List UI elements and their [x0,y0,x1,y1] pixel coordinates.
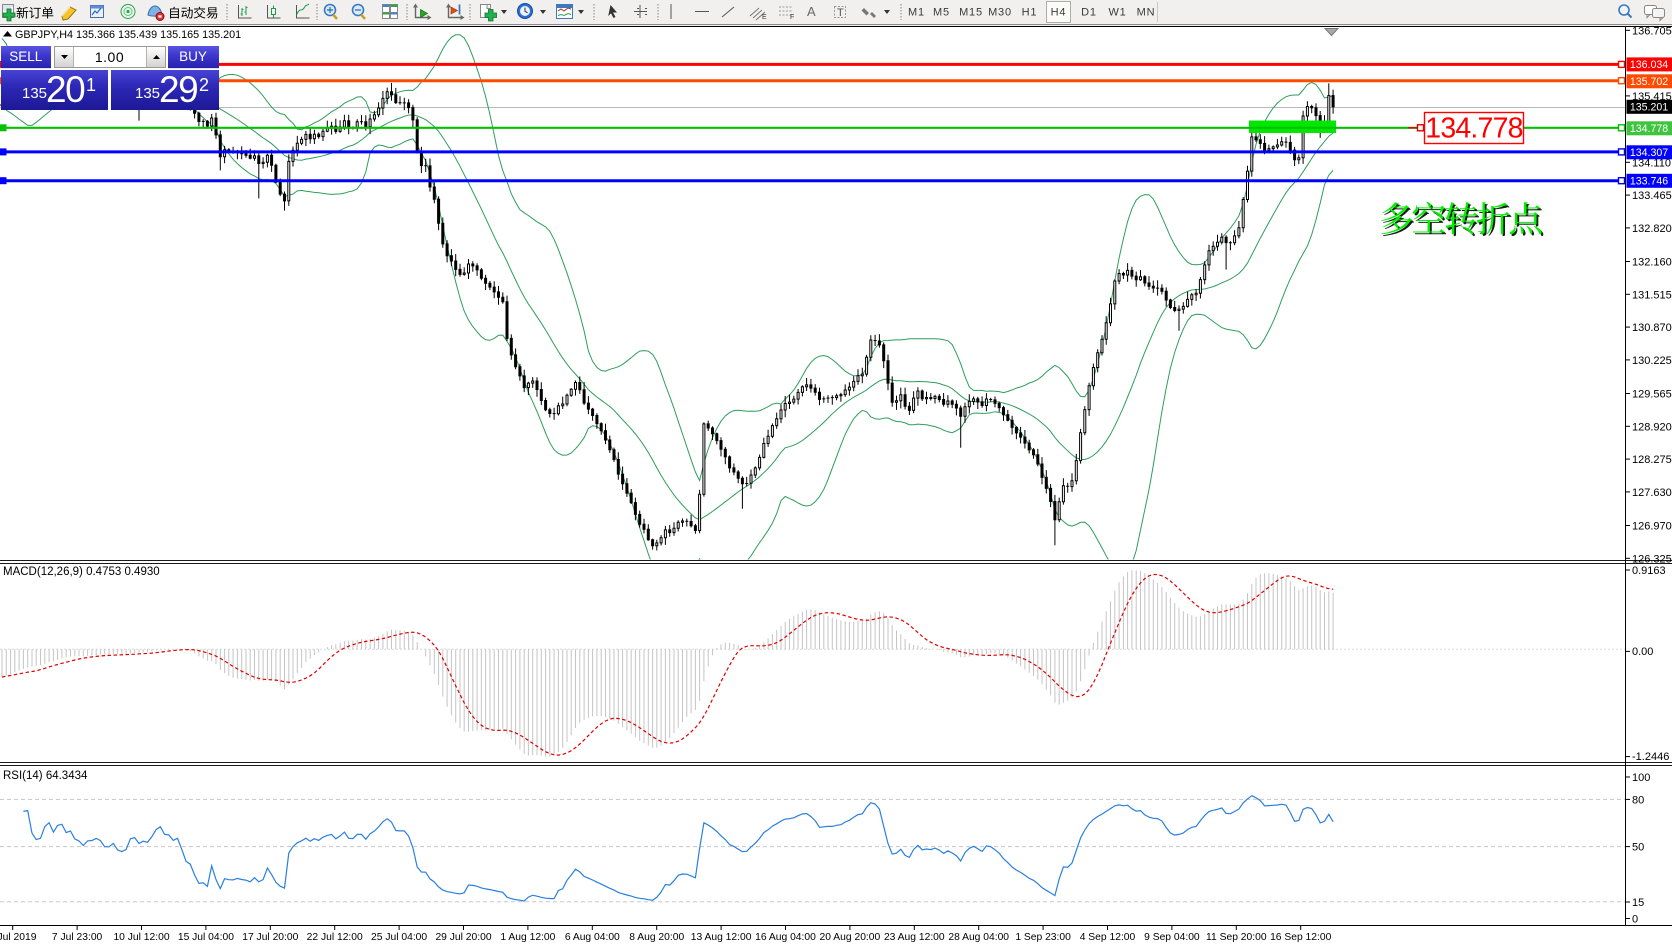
svg-text:15 Jul 04:00: 15 Jul 04:00 [178,932,234,943]
svg-text:25 Jul 04:00: 25 Jul 04:00 [371,932,427,943]
svg-text:F: F [790,14,794,21]
svg-text:134.778: 134.778 [1630,123,1668,135]
svg-text:0: 0 [1632,914,1638,926]
svg-text:131.515: 131.515 [1632,289,1672,301]
svg-text:M15: M15 [959,7,983,19]
svg-text:130.225: 130.225 [1632,355,1672,367]
svg-text:M5: M5 [933,7,950,19]
svg-text:135.702: 135.702 [1630,76,1668,88]
svg-text:M1: M1 [908,7,925,19]
svg-text:1 Sep 23:00: 1 Sep 23:00 [1015,932,1071,943]
svg-text:133.465: 133.465 [1632,190,1672,202]
svg-text:W1: W1 [1108,7,1126,19]
svg-text:126.325: 126.325 [1632,553,1672,565]
svg-text:128.275: 128.275 [1632,454,1672,466]
svg-text:-1.2446: -1.2446 [1632,751,1669,763]
svg-text:MN: MN [1137,7,1156,19]
svg-text:15: 15 [1632,897,1644,909]
svg-text:H1: H1 [1022,7,1038,19]
svg-text:D1: D1 [1081,7,1097,19]
svg-text:1 Aug 12:00: 1 Aug 12:00 [500,932,555,943]
svg-text:127.630: 127.630 [1632,487,1672,499]
svg-text:A: A [807,4,816,19]
svg-text:28 Aug 04:00: 28 Aug 04:00 [948,932,1009,943]
svg-text:16 Sep 12:00: 16 Sep 12:00 [1270,932,1332,943]
svg-text:0.9163: 0.9163 [1632,565,1666,577]
svg-text:133.746: 133.746 [1630,176,1668,188]
svg-text:H4: H4 [1051,7,1067,19]
svg-text:134.110: 134.110 [1632,157,1671,169]
svg-text:3 Jul 2019: 3 Jul 2019 [0,932,37,943]
svg-text:7 Jul 23:00: 7 Jul 23:00 [52,932,103,943]
svg-text:MACD(12,26,9) 0.4753 0.4930: MACD(12,26,9) 0.4753 0.4930 [3,566,160,578]
svg-text:135.201: 135.201 [1630,102,1668,114]
svg-text:E: E [762,14,767,21]
svg-text:4 Sep 12:00: 4 Sep 12:00 [1080,932,1136,943]
svg-text:126.970: 126.970 [1632,521,1672,533]
svg-text:134.307: 134.307 [1630,147,1668,159]
svg-text:132.160: 132.160 [1632,257,1672,269]
svg-text:136.034: 136.034 [1630,59,1668,71]
svg-text:T: T [837,7,844,19]
svg-text:134.778: 134.778 [1425,113,1522,145]
svg-text:8 Aug 20:00: 8 Aug 20:00 [629,932,684,943]
svg-text:6 Aug 04:00: 6 Aug 04:00 [565,932,620,943]
svg-text:23 Aug 12:00: 23 Aug 12:00 [884,932,945,943]
svg-text:132.820: 132.820 [1632,223,1672,235]
svg-text:130.870: 130.870 [1632,322,1672,334]
svg-text:0.00: 0.00 [1632,646,1653,658]
svg-text:16 Aug 04:00: 16 Aug 04:00 [755,932,816,943]
svg-text:10 Jul 12:00: 10 Jul 12:00 [113,932,169,943]
svg-text:RSI(14) 64.3434: RSI(14) 64.3434 [3,770,88,782]
svg-text:11 Sep 20:00: 11 Sep 20:00 [1206,932,1267,943]
svg-text:100: 100 [1632,772,1650,784]
svg-text:22 Jul 12:00: 22 Jul 12:00 [307,932,363,943]
svg-text:GBPJPY,H4 135.366 135.439 135.: GBPJPY,H4 135.366 135.439 135.165 135.20… [15,29,241,41]
svg-text:9 Sep 04:00: 9 Sep 04:00 [1144,932,1200,943]
svg-text:128.920: 128.920 [1632,421,1672,433]
svg-text:136.705: 136.705 [1632,26,1672,37]
svg-text:20 Aug 20:00: 20 Aug 20:00 [820,932,881,943]
svg-text:17 Jul 20:00: 17 Jul 20:00 [242,932,298,943]
svg-text:29 Jul 20:00: 29 Jul 20:00 [435,932,491,943]
svg-text:50: 50 [1632,842,1644,854]
svg-text:129.565: 129.565 [1632,389,1672,401]
svg-text:13 Aug 12:00: 13 Aug 12:00 [691,932,752,943]
svg-text:80: 80 [1632,794,1644,806]
svg-text:M30: M30 [988,7,1012,19]
